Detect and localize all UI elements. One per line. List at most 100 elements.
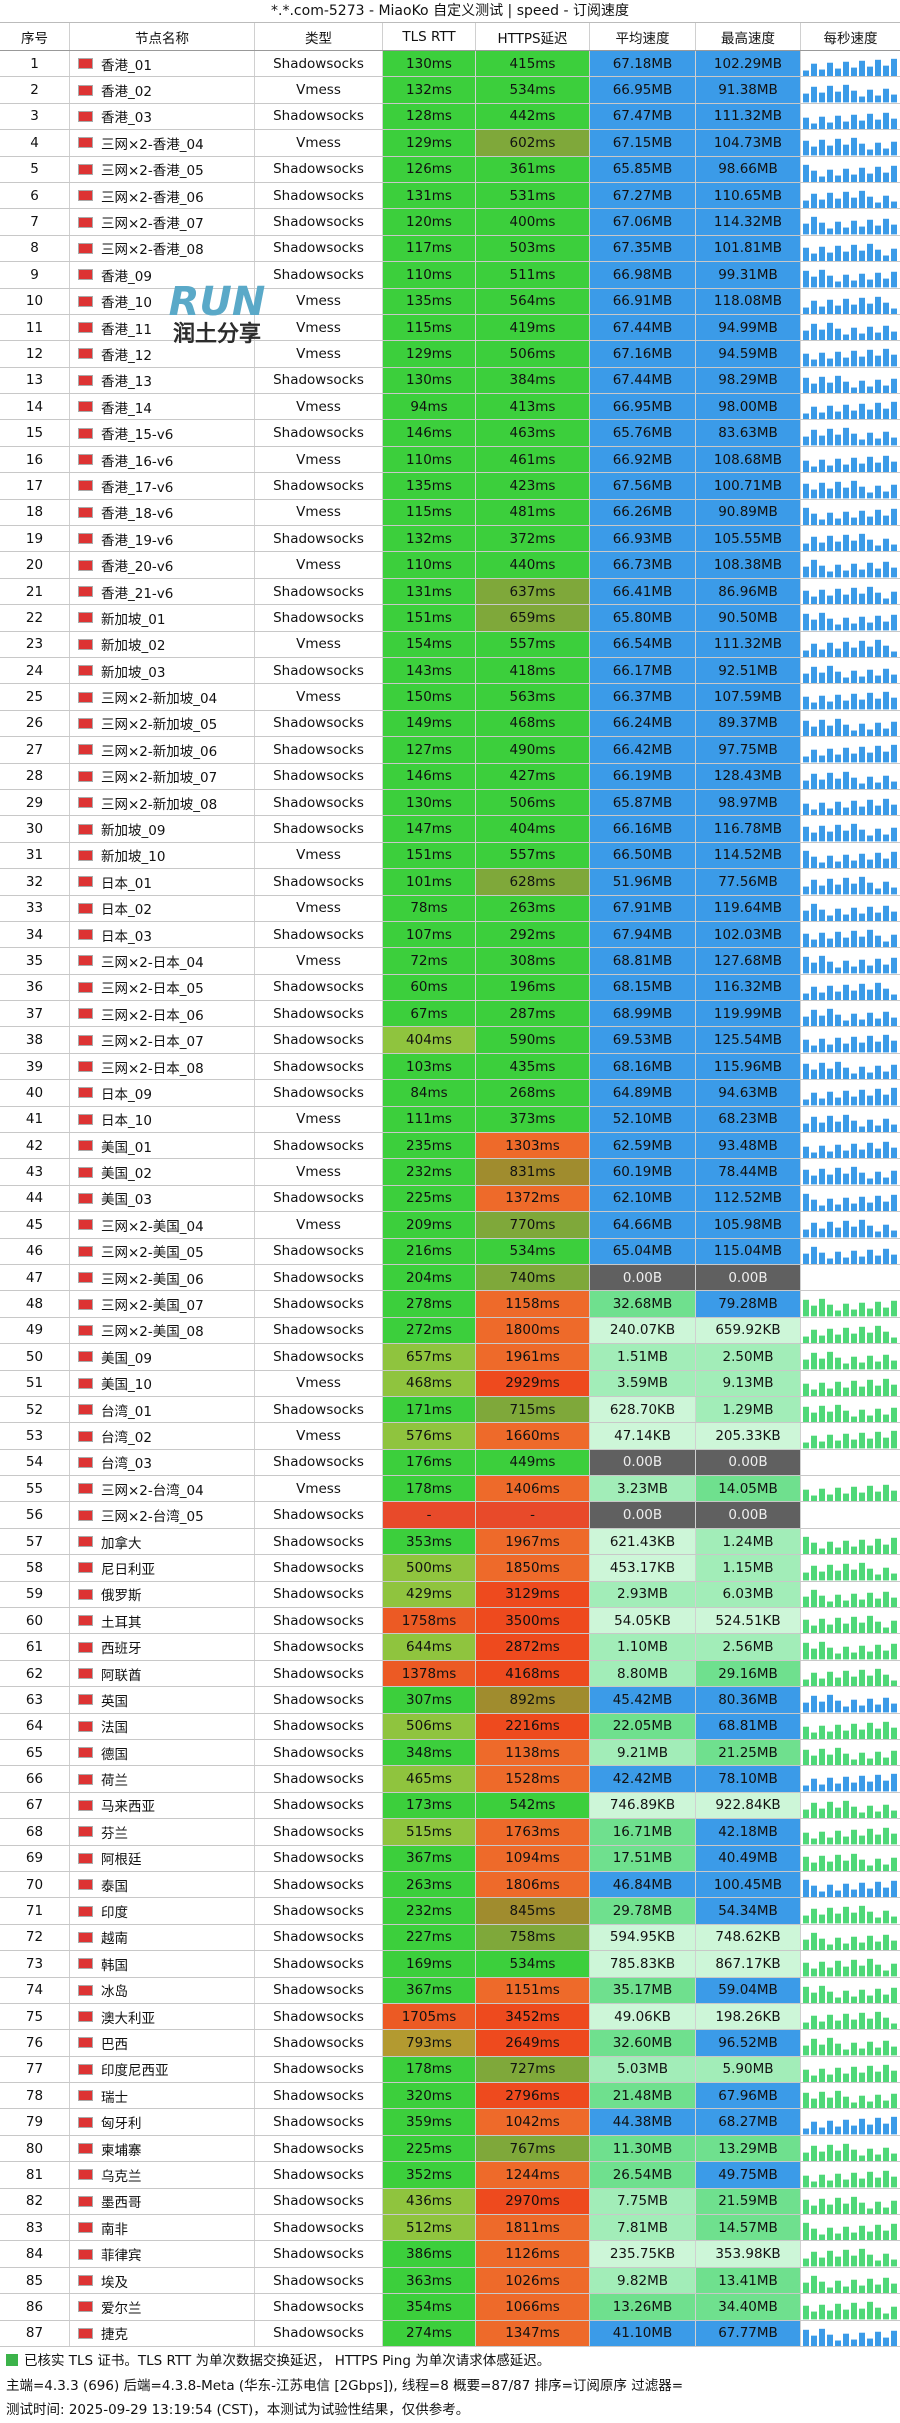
type-cell: Shadowsocks <box>255 1238 383 1264</box>
tls-rtt-cell: 500ms <box>383 1555 476 1581</box>
sparkline-bar <box>851 280 857 288</box>
sparkline-bar <box>891 744 897 763</box>
sparkline-bar <box>883 1094 889 1106</box>
index-cell: 49 <box>0 1317 70 1344</box>
sparkline-bar <box>859 167 865 182</box>
sparkline-bar <box>891 781 897 789</box>
node-name: 香港_15-v6 <box>101 427 174 444</box>
max-speed-cell: 0.00B <box>696 1449 801 1476</box>
sparkline-bar <box>819 1618 825 1634</box>
https-cell: 419ms <box>476 314 590 341</box>
https-cell: 3452ms <box>476 2003 590 2030</box>
speed-sparkline <box>801 157 900 182</box>
speed-sparkline <box>801 1291 900 1317</box>
sparkline-bar <box>819 1808 825 1819</box>
speed-sparkline <box>801 2294 900 2320</box>
sparkline-bar <box>827 2014 833 2030</box>
sparkline-bar <box>835 1038 841 1053</box>
node-name: 西班牙 <box>101 1641 142 1658</box>
sparkline-bar <box>803 1359 809 1370</box>
max-speed-cell: 116.78MB <box>696 816 801 842</box>
sparkline-bar <box>883 255 889 262</box>
speed-sparkline <box>801 2215 900 2241</box>
sparkline-bar <box>819 613 825 631</box>
sparkline-bar <box>819 1961 825 1977</box>
sparkline-bar <box>843 1114 849 1133</box>
sparkline-bar <box>851 304 857 314</box>
tls-rtt-cell: 352ms <box>383 2162 476 2188</box>
sparkline-bar <box>811 1838 817 1845</box>
max-speed-cell: 2.50MB <box>696 1344 801 1370</box>
avg-speed-cell: 240.07KB <box>590 1317 696 1344</box>
sparkline-bar <box>859 2012 865 2030</box>
sparkline-bar <box>867 2148 873 2162</box>
flag-icon <box>78 1588 93 1600</box>
table-row: 9 香港_09 Shadowsocks 110ms 511ms 66.98MB 99.31M… <box>0 262 900 289</box>
node-name: 阿根廷 <box>101 1852 142 1869</box>
tls-rtt-cell: 127ms <box>383 737 476 763</box>
sparkline-bar <box>843 1327 849 1344</box>
sparkline-bar <box>891 2046 897 2056</box>
sparkline-bar <box>827 831 833 842</box>
sparkline-bar <box>883 278 889 288</box>
flag-icon <box>78 427 93 439</box>
sparkline-bar <box>875 592 881 605</box>
sparkline-bar <box>867 752 873 763</box>
max-speed-cell: 100.45MB <box>696 1871 801 1898</box>
sparkline-bar <box>883 2313 889 2320</box>
sparkline-bar <box>843 594 849 605</box>
sparkline-bar <box>811 323 817 341</box>
sparkline-bar <box>851 327 857 341</box>
tls-rtt-cell: 235ms <box>383 1133 476 1159</box>
tls-rtt-cell: 151ms <box>383 842 476 869</box>
flag-icon <box>78 665 93 677</box>
index-cell: 31 <box>0 842 70 869</box>
name-cell: 墨西哥 <box>70 2188 255 2215</box>
sparkline-bar <box>875 1881 881 1898</box>
sparkline-bar <box>819 353 825 367</box>
flag-icon <box>78 58 93 70</box>
sparkline-bar <box>891 1337 897 1344</box>
sparkline-bar <box>875 272 881 288</box>
max-speed-cell: 111.32MB <box>696 103 801 130</box>
name-cell: 荷兰 <box>70 1766 255 1792</box>
sparkline-bar <box>843 1197 849 1212</box>
sparkline-bar <box>859 533 865 552</box>
sparkline-bar <box>859 746 865 763</box>
https-cell: 740ms <box>476 1264 590 1291</box>
sparkline <box>803 798 897 816</box>
avg-speed-cell: 65.80MB <box>590 605 696 631</box>
sparkline-bar <box>835 1334 841 1344</box>
sparkline-bar <box>819 1938 825 1951</box>
sparkline-bar <box>883 1757 889 1766</box>
table-row: 68 芬兰 Shadowsocks 515ms 1763ms 16.71MB 42.18MB <box>0 1819 900 1846</box>
tls-rtt-cell: 363ms <box>383 2267 476 2294</box>
flag-icon <box>78 1061 93 1073</box>
sparkline-bar <box>867 1698 873 1713</box>
https-cell: 1026ms <box>476 2267 590 2294</box>
speed-sparkline <box>801 737 900 763</box>
sparkline-bar <box>835 2173 841 2188</box>
sparkline-bar <box>819 1335 825 1344</box>
sparkline <box>803 2249 897 2267</box>
https-cell: 1763ms <box>476 1819 590 1845</box>
sparkline-bar <box>811 2335 817 2346</box>
type-cell: Shadowsocks <box>255 420 383 446</box>
sparkline-bar <box>867 492 873 499</box>
sparkline-bar <box>851 174 857 182</box>
index-cell: 59 <box>0 1581 70 1608</box>
sparkline-bar <box>803 1915 809 1924</box>
sparkline-bar <box>843 1966 849 1977</box>
sparkline-bar <box>859 1492 865 1502</box>
sparkline <box>803 164 897 182</box>
sparkline-bar <box>811 1625 817 1634</box>
max-speed-cell: 353.98KB <box>696 2241 801 2267</box>
sparkline-bar <box>819 1098 825 1106</box>
type-cell: Shadowsocks <box>255 1687 383 1713</box>
sparkline-bar <box>819 566 825 578</box>
max-speed-cell: 128.43MB <box>696 763 801 789</box>
tls-rtt-cell: 171ms <box>383 1396 476 1423</box>
name-cell: 尼日利亚 <box>70 1555 255 1581</box>
avg-speed-cell: 0.00B <box>590 1502 696 1528</box>
sparkline-bar <box>859 1043 865 1053</box>
